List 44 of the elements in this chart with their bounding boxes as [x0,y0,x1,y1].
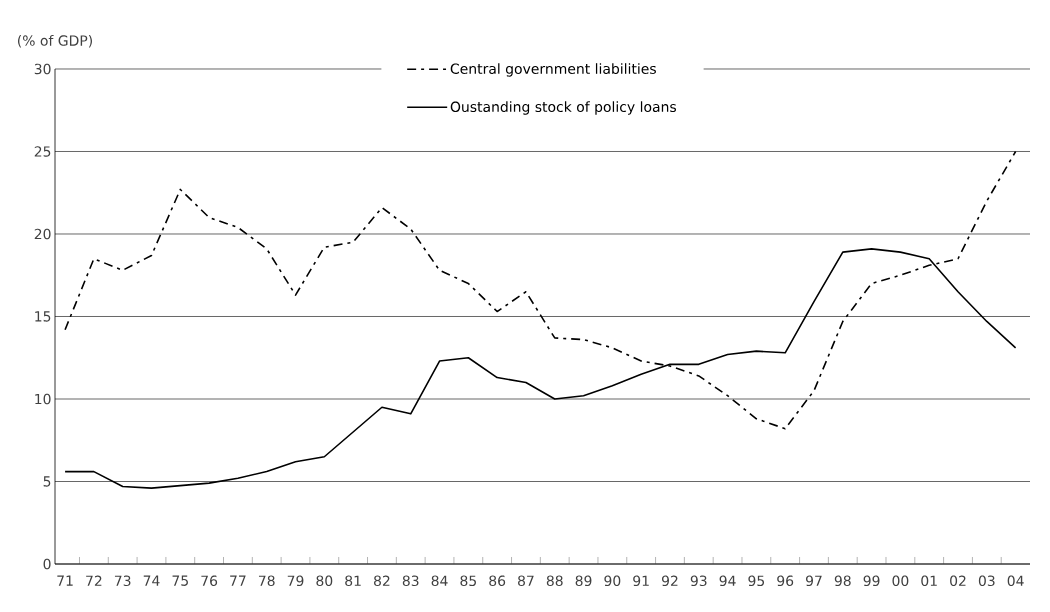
x-tick-label: 77 [230,575,246,586]
x-tick-label: 89 [575,575,592,587]
x-tick-label: 00 [892,575,909,587]
x-tick-label: 79 [287,575,304,587]
x-tick-label: 99 [863,575,880,587]
x-tick-label: 86 [489,575,506,587]
x-tick-label: 94 [719,575,736,587]
x-tick-label: 75 [172,575,188,586]
x-tick-label: 71 [57,575,73,586]
x-tick-label: 85 [460,575,476,587]
x-tick-label: 95 [748,575,765,587]
y-tick-label: 20 [34,228,51,240]
y-tick-label: 10 [35,393,51,405]
y-tick-label: 30 [34,63,51,75]
y-tick-label: 25 [34,146,51,157]
legend-label: Oustanding stock of policy loans [450,101,677,115]
x-tick-label: 02 [950,575,966,587]
x-tick-label: 73 [114,575,131,587]
x-tick-label: 88 [546,575,563,587]
x-tick-label: 82 [374,575,390,587]
x-tick-label: 92 [661,575,678,587]
x-tick-label: 84 [431,575,448,587]
y-tick-label: 15 [35,311,51,322]
x-tick-label: 93 [690,575,707,587]
x-tick-label: 80 [316,575,333,587]
legend-label: Central government liabilities [450,63,656,77]
x-tick-label: 03 [978,575,995,587]
y-axis-title: (% of GDP) [18,35,92,48]
x-tick-label: 04 [1007,575,1024,587]
x-tick-label: 83 [402,575,419,587]
x-tick-label: 97 [805,575,822,587]
x-tick-label: 90 [604,575,621,587]
x-tick-label: 98 [834,575,851,587]
x-tick-label: 91 [633,575,649,587]
y-tick-label: 5 [43,476,51,487]
y-tick-label: 0 [43,558,51,570]
x-tick-label: 76 [201,575,218,587]
x-tick-label: 96 [777,575,794,587]
x-tick-label: 81 [345,575,361,587]
x-tick-label: 01 [921,575,937,587]
x-tick-label: 87 [518,575,534,587]
x-tick-label: 74 [143,575,160,586]
x-tick-label: 72 [86,575,102,586]
x-tick-label: 78 [258,575,275,587]
